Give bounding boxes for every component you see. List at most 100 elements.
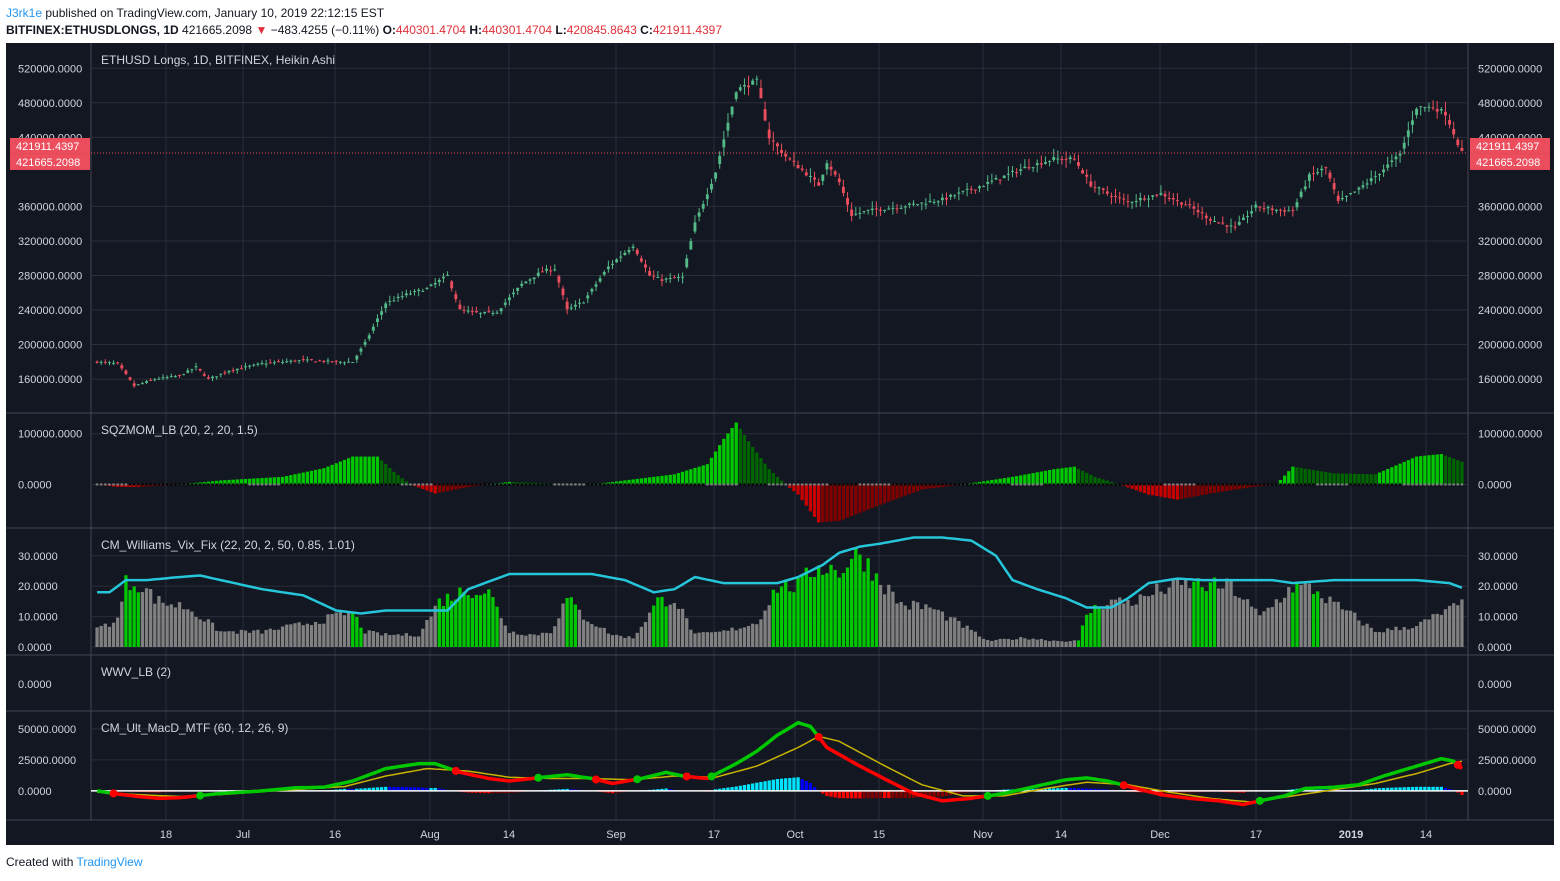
vix-bar	[833, 569, 837, 647]
vix-bar	[1320, 598, 1324, 647]
sqz-bar	[1076, 468, 1081, 485]
candle-body	[1328, 172, 1332, 179]
vix-bar	[268, 628, 272, 647]
macd-hist-bar	[1097, 789, 1101, 791]
sqz-bar	[392, 471, 396, 485]
candle-body	[367, 335, 371, 339]
vix-bar	[313, 621, 318, 647]
vix-bar	[107, 626, 112, 647]
sqz-bar	[685, 470, 689, 485]
macd-hist-bar	[610, 790, 615, 794]
candle-body	[1192, 206, 1196, 209]
candle-body	[293, 360, 297, 362]
macd-hist-bar	[713, 789, 718, 791]
chart-area[interactable]: 520000.0000 520000.0000 480000.0000 480000.…	[6, 43, 1554, 845]
macd-hist-bar	[487, 790, 491, 794]
macd-hist-bar	[862, 790, 866, 799]
sqz-bar	[1027, 473, 1031, 485]
candle-body	[627, 249, 631, 253]
macd-hist-bar	[466, 790, 470, 793]
vix-bar	[458, 587, 462, 647]
vix-bar	[1295, 582, 1299, 647]
vix-bar	[870, 580, 874, 647]
candle-body	[124, 370, 128, 375]
vix-bar	[285, 624, 289, 647]
candle-body	[549, 270, 553, 272]
macd-hist-bar	[664, 788, 668, 791]
sqz-bar	[940, 484, 945, 487]
low-value: 420845.8643	[566, 23, 637, 37]
candle-body	[1332, 183, 1336, 190]
candle-body	[1167, 197, 1171, 199]
candle-body	[1233, 226, 1237, 228]
author-link[interactable]: J3rk1e	[6, 6, 43, 20]
candle-body	[338, 361, 342, 363]
vix-bar	[1212, 577, 1217, 647]
sqz-bar	[1163, 484, 1167, 498]
macd-hist-bar	[1192, 790, 1196, 793]
vix-bar	[520, 634, 524, 647]
candle-body	[145, 381, 148, 383]
candle-body	[1378, 174, 1381, 176]
candle-body	[351, 361, 355, 363]
macd-hist-bar	[1443, 787, 1448, 791]
time-tick: 15	[873, 829, 885, 841]
macd-hist-bar	[1423, 786, 1427, 791]
tradingview-logo[interactable]: TradingView	[76, 855, 143, 869]
sqz-bar	[1052, 469, 1056, 485]
macd-hist-bar	[882, 790, 887, 799]
macd-hist-bar	[1076, 788, 1081, 791]
vix-bar	[1266, 607, 1270, 647]
candle-body	[495, 312, 499, 314]
vix-bar	[214, 630, 219, 647]
chart-svg[interactable]: 520000.0000 520000.0000 480000.0000 480000.…	[6, 43, 1554, 845]
sqz-bar	[639, 478, 644, 485]
sqz-bar	[1159, 484, 1163, 497]
sqz-bar	[1324, 471, 1328, 485]
candle-body	[1353, 191, 1357, 193]
macd-hist-bar	[1188, 790, 1192, 793]
candle-body	[1237, 221, 1241, 225]
candle-body	[1361, 185, 1365, 188]
macd-hist-bar	[338, 789, 342, 791]
candle-body	[940, 197, 944, 201]
macd-hist-bar	[837, 790, 841, 799]
vix-bar	[858, 554, 862, 647]
candle-body	[1175, 200, 1179, 202]
candle-body	[825, 163, 829, 170]
sqz-bar	[742, 435, 747, 485]
vix-bar	[656, 597, 660, 647]
sqz-bar	[1126, 484, 1130, 488]
candle-body	[755, 78, 759, 80]
vix-bar	[260, 633, 264, 647]
sqz-bar	[759, 458, 763, 485]
vix-bar	[660, 596, 664, 647]
price-tag-right-text: 421665.2098	[1476, 157, 1540, 169]
vix-bar	[891, 591, 895, 647]
vix-bar	[1394, 626, 1398, 647]
vix-line	[97, 536, 1463, 615]
vix-bar	[862, 571, 866, 647]
vix-bar	[346, 612, 351, 647]
candle-body	[714, 172, 718, 179]
vix-bar	[1052, 640, 1056, 647]
candle-body	[1340, 197, 1344, 200]
vix-bar	[318, 623, 322, 647]
macd-hist-bar	[367, 787, 371, 791]
macd-hist-bar	[1184, 790, 1188, 793]
vix-bar	[544, 632, 549, 647]
sqz-bar	[775, 476, 780, 485]
candle-body	[1229, 225, 1233, 227]
sqz-bar	[986, 480, 990, 485]
macd-hist-bar	[433, 787, 437, 791]
candle-body	[211, 376, 214, 379]
vix-bar	[441, 606, 446, 647]
publish-info: J3rk1e published on TradingView.com, Jan…	[6, 5, 384, 21]
low-label: L:	[555, 23, 567, 37]
candle-body	[841, 186, 845, 193]
candle-body	[903, 206, 907, 208]
candle-body	[512, 292, 515, 295]
vix-bar	[367, 630, 371, 647]
sqz-bar	[219, 480, 223, 485]
vix-bar	[1134, 604, 1138, 647]
